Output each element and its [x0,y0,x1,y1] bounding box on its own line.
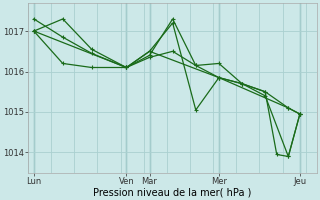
X-axis label: Pression niveau de la mer( hPa ): Pression niveau de la mer( hPa ) [93,187,252,197]
